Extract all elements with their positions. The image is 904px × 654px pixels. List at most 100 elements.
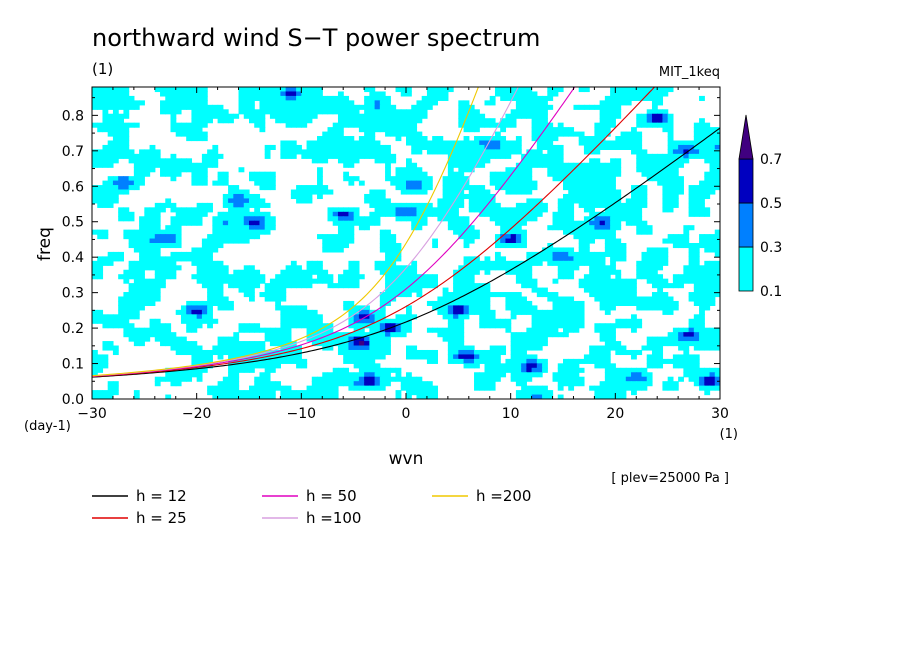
contour-cell [175,131,182,137]
contour-cell [594,198,601,204]
contour-cell [662,292,669,298]
contour-cell [699,243,705,249]
contour-cell [521,332,527,338]
contour-cell [133,309,140,315]
contour-cell [233,367,240,373]
contour-cell [149,287,156,293]
contour-cell [615,238,622,244]
contour-cell [259,225,266,231]
contour-cell [699,300,705,306]
contour-cell [432,390,438,396]
contour-cell [406,283,412,289]
contour-cell [604,162,611,168]
contour-cell [437,140,444,146]
x-axis-label: wvn [389,449,424,469]
contour-cell [249,193,255,200]
contour-cell [651,104,658,110]
contour-cell [599,274,606,280]
contour-cell [468,109,475,115]
contour-cell [290,260,297,266]
contour-cell [474,309,480,315]
contour-cell [578,238,585,244]
contour-cell [526,336,533,342]
contour-cell [327,207,334,213]
contour-cell [714,180,720,186]
contour-cell [201,305,208,311]
contour-cell [536,122,543,128]
contour-cell [364,118,370,124]
contour-cell [207,202,213,208]
contour-cell [317,149,323,155]
contour-cell [243,283,250,289]
contour-cell [254,323,261,329]
contour-cell [547,296,554,302]
contour-cell [468,122,475,128]
contour-cell [421,278,428,284]
contour-cell [107,127,114,133]
contour-cell [217,113,224,119]
contour-cell [275,363,281,369]
contour-cell [573,381,580,387]
contour-cell [123,185,130,191]
contour-cell [573,323,580,329]
contour-cell [604,229,611,235]
contour-cell [432,278,438,284]
contour-cell [505,87,512,93]
contour-cell [411,109,418,115]
contour-cell [243,113,250,119]
contour-cell [641,256,648,262]
contour-cell [547,144,554,150]
contour-cell [139,180,145,186]
contour-cell [615,104,622,110]
contour-cell [610,372,616,378]
y-tick-label: 0.5 [62,215,84,231]
contour-cell [385,345,391,351]
contour-cell [296,305,302,311]
contour-cell [243,394,250,399]
contour-cell [447,162,454,168]
contour-cell [322,104,329,110]
contour-cell [432,358,438,364]
contour-cell [536,287,543,293]
contour-cell [290,345,297,351]
contour-cell [222,234,229,240]
contour-cell [290,265,297,271]
contour-cell [672,354,679,360]
contour-cell [426,202,433,208]
contour-cell [180,95,187,101]
contour-cell [107,193,114,200]
contour-cell [594,394,601,399]
contour-cell [458,162,465,168]
contour-cell [604,278,611,284]
contour-cell [714,131,720,137]
contour-cell [667,185,674,191]
contour-cell [625,323,632,329]
contour-cell [139,149,145,155]
contour-cell [536,211,543,217]
contour-cell [416,144,423,150]
contour-cell [97,229,104,235]
chart-subtitle-right: MIT_1keq [659,65,720,80]
contour-cell [704,332,711,338]
contour-cell [583,149,590,155]
contour-cell [379,269,386,275]
contour-cell [332,243,339,249]
contour-cell [526,95,533,101]
contour-cell [563,176,569,182]
contour-cell [337,278,344,284]
contour-cell [636,91,643,97]
contour-cell [128,176,135,182]
contour-cell [578,185,585,191]
contour-cell [358,358,365,364]
contour-cell [583,176,590,182]
contour-cell [92,314,98,320]
contour-cell [254,180,261,186]
contour-cell [599,345,606,351]
contour-cell [165,234,172,240]
contour-cell [636,211,643,217]
contour-cell [92,185,98,191]
contour-cell [515,87,522,93]
contour-cell [610,95,616,101]
contour-cell [542,247,548,253]
contour-cell [474,349,480,356]
